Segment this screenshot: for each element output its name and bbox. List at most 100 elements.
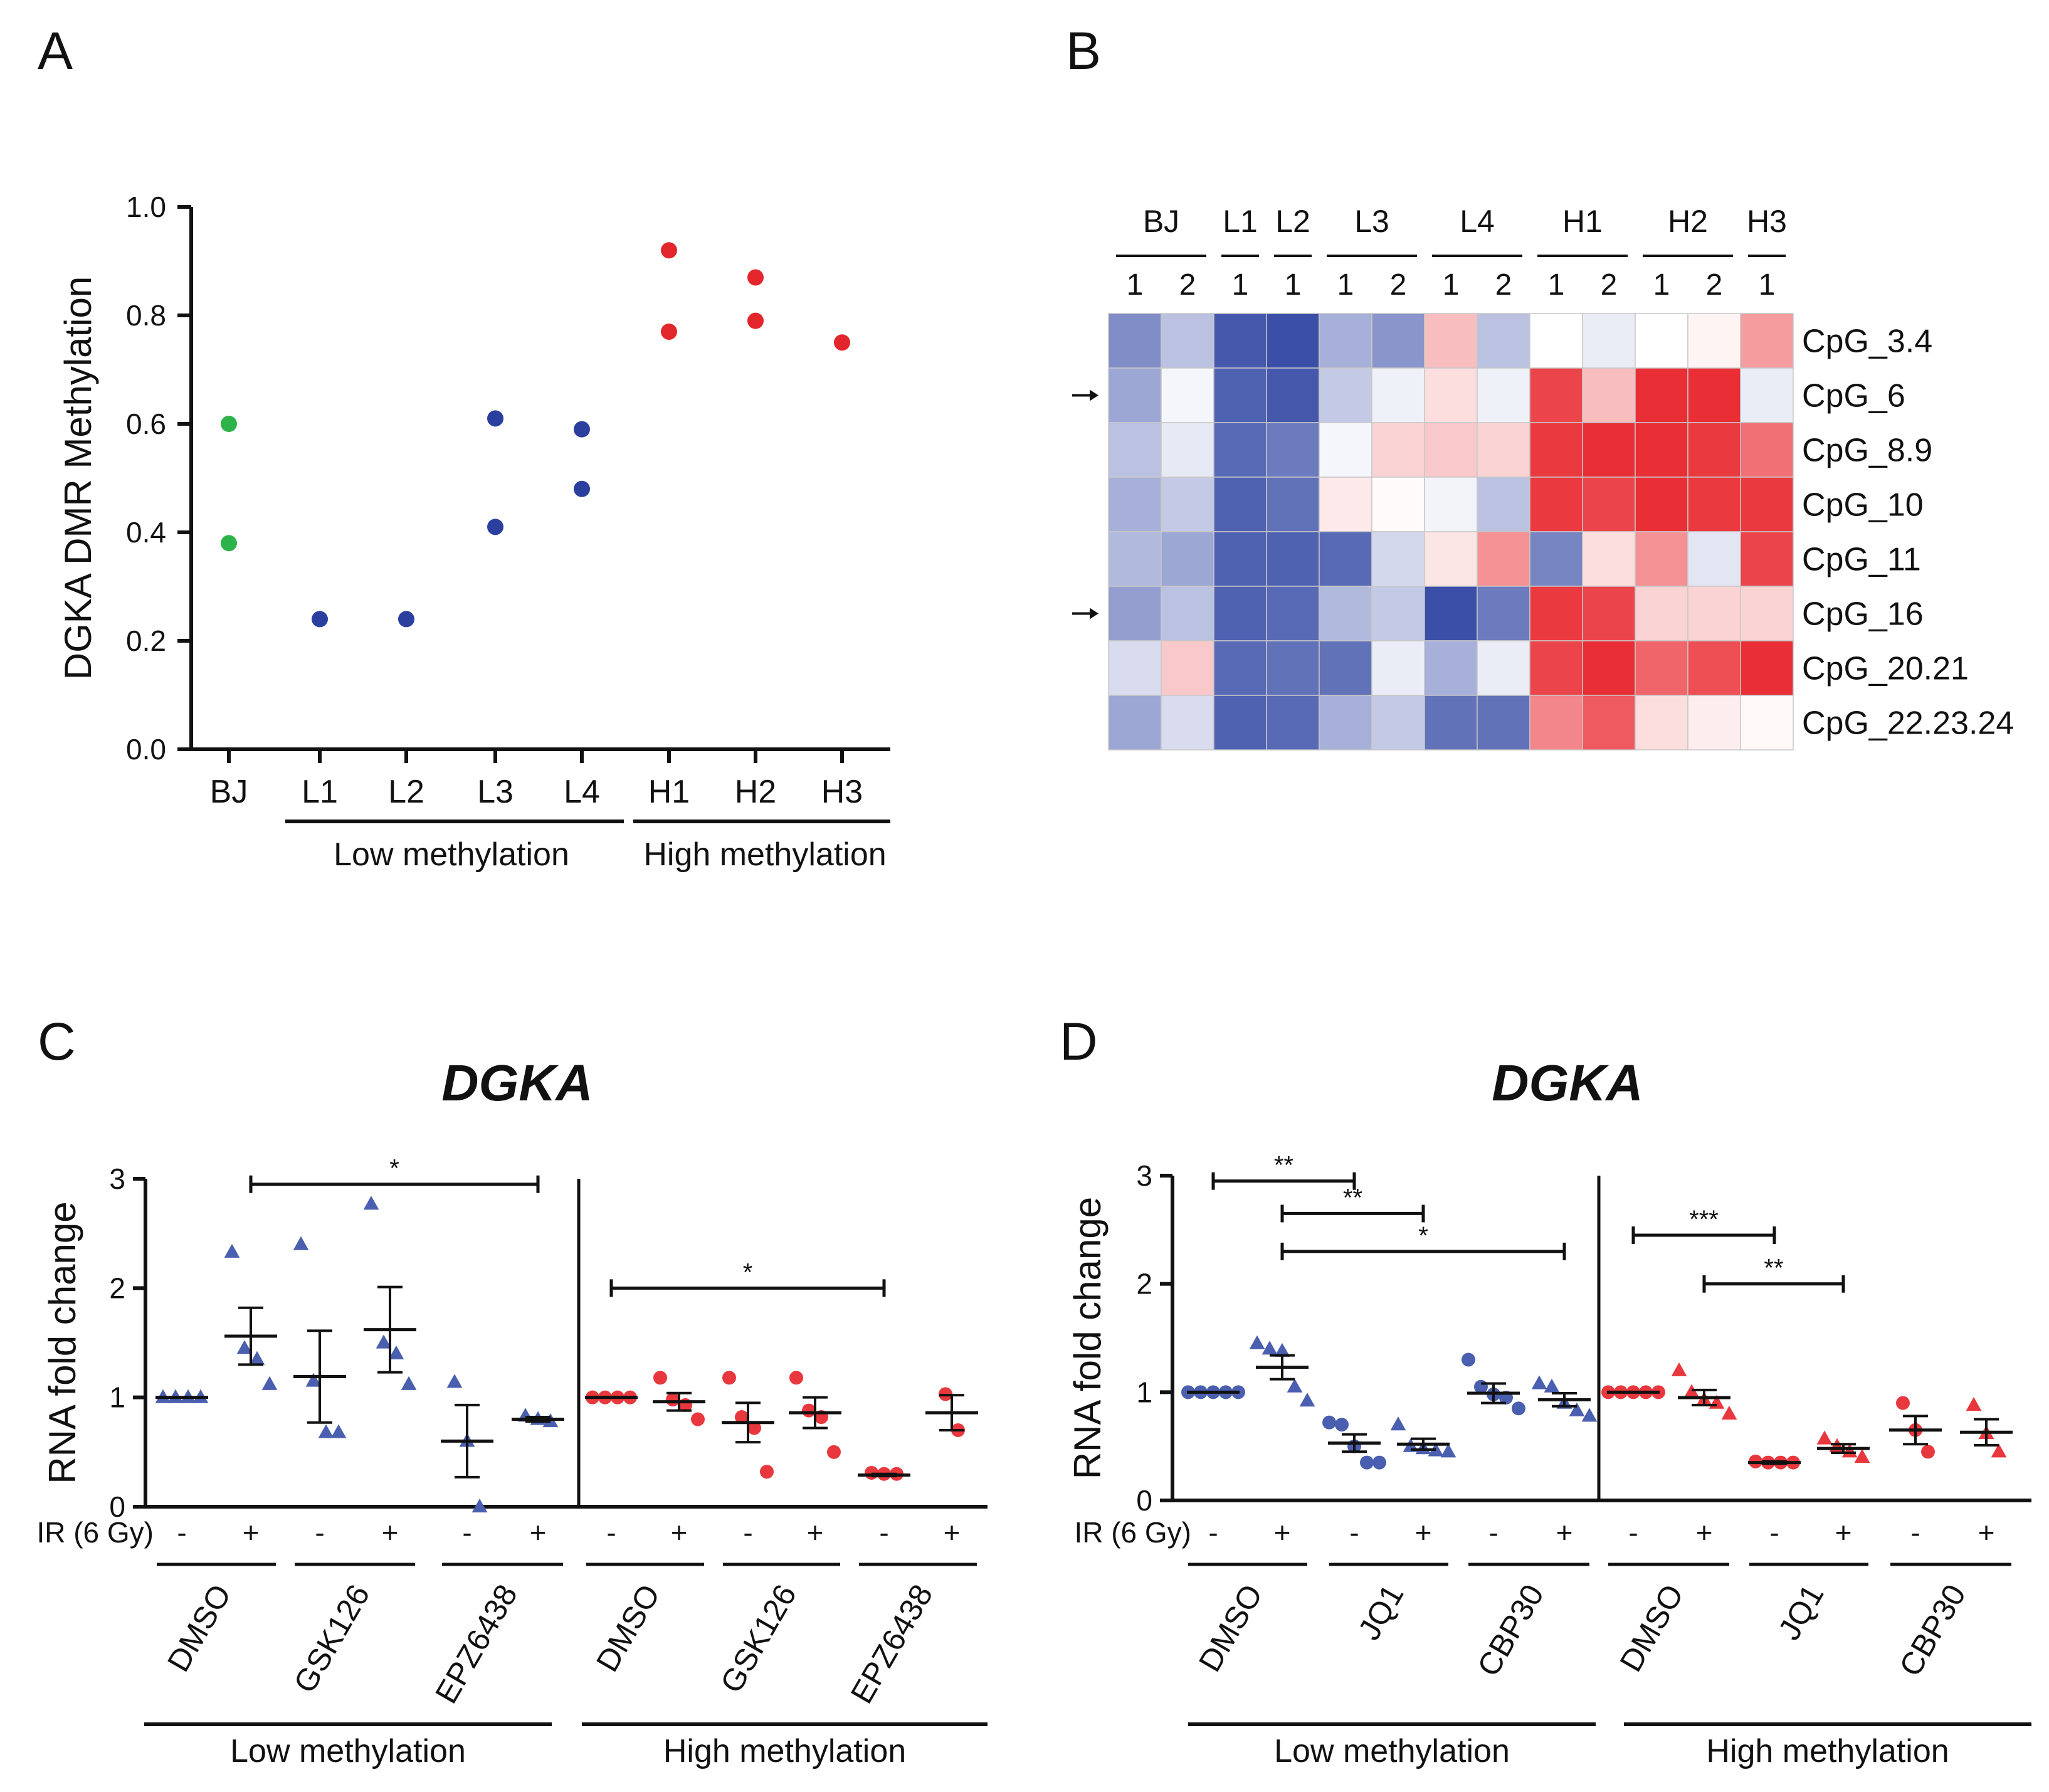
significance-label: * [743,1258,753,1286]
heatmap-cell [1635,367,1688,423]
data-point [661,323,677,340]
y-tick-label: 2 [109,1272,125,1304]
data-point [1462,1352,1475,1367]
data-point [330,1424,347,1438]
data-point [1896,1396,1910,1410]
heatmap-cell [1582,531,1636,587]
heatmap-cell [1740,640,1794,696]
y-tick-label: 2 [1136,1268,1152,1300]
significance-label: ** [1764,1255,1783,1282]
ir-sign: + [1835,1516,1852,1549]
heatmap-cell [1213,586,1267,641]
heatmap-cell [1477,367,1530,423]
group-label-high: High methylation [663,1733,906,1769]
column-rep-label: 1 [1548,268,1565,302]
data-point [747,1421,761,1435]
ir-sign: - [462,1516,471,1549]
heatmap-cell [1319,586,1372,641]
data-point [1287,1378,1303,1393]
panel-b-cpg-heatmap: CpG_3.4 CpG_6 CpG_8.9 CpG_10 CpG_11 CpG_16 CpG… [1072,204,2014,751]
group-label-low: Low methylation [230,1733,466,1769]
treatment-label: DMSO [1613,1579,1690,1678]
row-label: CpG_10 [1802,487,1924,524]
group-label-high: High methylation [643,836,886,873]
row-label: CpG_8.9 [1802,433,1932,469]
column-rep-label: 1 [1285,268,1302,302]
row-label: CpG_6 [1802,378,1905,414]
heatmap-cell [1161,477,1214,532]
row-label: CpG_22.23.24 [1802,705,2014,742]
heatmap-cell [1477,695,1530,751]
data-point [1854,1448,1870,1463]
y-tick-label: 0.0 [126,733,166,766]
heatmap-cell [1529,640,1583,696]
data-point [401,1376,417,1390]
data-point [735,1410,749,1425]
ir-sign: + [1556,1516,1573,1549]
heatmap-cell [1319,367,1372,423]
heatmap-cell [1266,640,1320,696]
heatmap-cell [1161,640,1214,696]
heatmap-cell [1687,367,1741,423]
data-point [471,1499,488,1513]
data-point [691,1412,705,1426]
heatmap-cell [1108,367,1162,423]
treatment-label: GSK126 [287,1579,377,1699]
group-label-low: Low methylation [334,836,569,873]
y-axis-label: DGKA DMR Methylation [57,277,99,680]
y-tick-label: 3 [109,1162,125,1195]
heatmap-cell [1371,367,1425,423]
heatmap-cell [1529,586,1583,641]
row-label: CpG_3.4 [1802,324,1932,360]
column-group-label: BJ [1143,204,1179,239]
data-point [802,1403,816,1418]
heatmap-cell [1213,477,1267,532]
column-group-label: L2 [1275,204,1310,239]
data-point [1671,1362,1687,1376]
y-tick-label: 0.4 [126,516,166,549]
heatmap-cell [1529,422,1583,478]
heatmap-cell [1529,531,1583,587]
heatmap-cell [1371,640,1425,696]
data-point [661,242,677,259]
heatmap-cell [1108,422,1162,478]
heatmap-cell [1319,531,1372,587]
heatmap-cell [1582,367,1636,423]
y-tick-label: 3 [1136,1159,1152,1192]
column-rep-label: 1 [1443,268,1460,302]
heatmap-cell [1477,531,1530,587]
heatmap-cell [1266,422,1320,478]
ir-sign: + [671,1516,688,1549]
heatmap-cell [1424,695,1478,751]
ir-sign: - [177,1516,186,1549]
heatmap-cell [1161,367,1214,423]
heatmap-cell [1424,640,1478,696]
column-group-label: L3 [1354,204,1389,239]
treatment-label: CBP30 [1470,1579,1551,1682]
ir-sign: + [382,1516,399,1549]
data-point [1531,1375,1547,1389]
data-point [1474,1379,1488,1394]
treatment-label: JQ1 [1771,1579,1830,1646]
y-tick-label: 0 [1136,1484,1152,1517]
data-point [1322,1415,1336,1430]
data-point [221,416,237,432]
heatmap-cell [1161,531,1214,587]
heatmap-cell [1213,531,1267,587]
heatmap-cell [1108,313,1162,369]
heatmap-cell [1371,313,1425,369]
data-point [363,1196,379,1210]
treatment-label: DMSO [161,1579,238,1678]
group-label-high: High methylation [1706,1733,1949,1769]
ir-sign: - [1910,1516,1920,1549]
data-point [789,1371,803,1385]
column-rep-label: 1 [1653,268,1670,302]
treatment-label: EPZ6438 [844,1579,940,1710]
x-tick-label: H2 [735,774,776,810]
heatmap-cell [1582,422,1636,478]
treatment-label: EPZ6438 [428,1579,524,1710]
heatmap-cell [1424,477,1478,532]
column-rep-label: 1 [1337,268,1354,302]
heatmap-cell [1266,367,1320,423]
heatmap-cell [1161,586,1214,641]
